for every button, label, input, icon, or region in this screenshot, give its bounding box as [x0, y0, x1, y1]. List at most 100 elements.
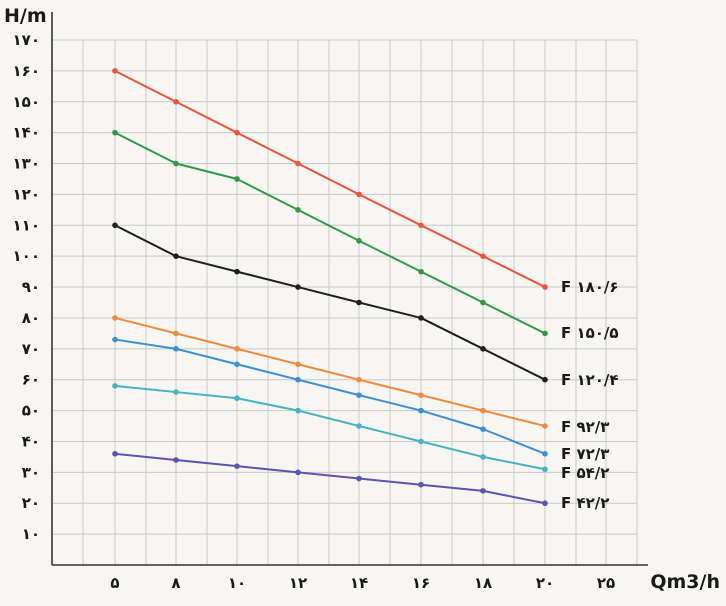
data-point — [295, 284, 301, 290]
data-point — [480, 253, 486, 259]
data-point — [356, 392, 362, 398]
data-point — [356, 299, 362, 306]
data-point — [295, 160, 301, 167]
data-point — [173, 346, 179, 352]
series-line — [114, 384, 546, 471]
data-point — [542, 466, 548, 473]
y-tick-label: ۶۰ — [22, 371, 40, 389]
series-line — [114, 131, 546, 335]
y-tick-label: ۵۰ — [22, 402, 40, 420]
series-line — [114, 316, 546, 427]
y-tick-label: ۴۰ — [22, 432, 40, 450]
data-point — [480, 488, 486, 494]
series-line — [114, 224, 546, 381]
x-tick-label: ۱۶ — [412, 574, 430, 592]
y-tick-label: ۱۵۰ — [13, 93, 40, 111]
data-point — [295, 207, 301, 213]
data-point — [173, 389, 179, 395]
data-point — [234, 361, 240, 368]
data-point — [234, 463, 240, 469]
data-point — [173, 98, 179, 105]
y-tick-label: ۱۳۰ — [13, 155, 40, 173]
series-line — [114, 452, 546, 505]
data-point — [418, 392, 424, 398]
y-tick-label: ۱۶۰ — [13, 62, 40, 80]
data-point — [356, 475, 362, 482]
data-point — [480, 407, 486, 414]
y-tick-label: ۸۰ — [22, 309, 40, 327]
data-point — [542, 500, 548, 507]
y-tick-label: ۱۴۰ — [13, 124, 40, 142]
x-tick-label: ۸ — [171, 574, 180, 592]
data-point — [356, 191, 362, 198]
data-point — [542, 423, 548, 429]
x-tick-label: ۱۴ — [350, 574, 368, 592]
data-point — [234, 268, 240, 275]
grid-lines — [51, 39, 638, 566]
data-point — [112, 383, 118, 389]
series-label: F ۴۲/۲ — [561, 494, 609, 512]
series-line — [114, 338, 546, 455]
data-point — [173, 253, 179, 259]
data-point — [480, 426, 486, 432]
data-point — [112, 129, 118, 136]
x-tick-label: ۵ — [110, 574, 119, 592]
data-point — [480, 299, 486, 306]
data-point — [295, 469, 301, 476]
series-label: F ۵۴/۲ — [561, 464, 609, 482]
y-tick-label: ۱۷۰ — [13, 31, 40, 49]
data-point — [112, 68, 118, 74]
series-label: F ۱۵۰/۵ — [561, 324, 619, 342]
data-point — [295, 361, 301, 368]
data-point — [418, 481, 424, 488]
data-point — [173, 160, 179, 167]
data-point — [480, 346, 486, 352]
data-point — [295, 376, 301, 383]
series-label: F ۹۲/۳ — [561, 418, 609, 436]
data-point — [234, 346, 240, 352]
y-tick-label: ۱۰۰ — [13, 247, 40, 265]
x-tick-label: ۱۲ — [289, 574, 307, 592]
series-labels: F ۱۸۰/۶ F ۱۵۰/۵ F ۱۲۰/۴ F ۹۲/۳ F ۷۲/۳F ۵۴/۲ F… — [561, 278, 619, 512]
y-tick-label: ۹۰ — [22, 278, 40, 296]
data-point — [356, 376, 362, 383]
data-point — [356, 423, 362, 429]
data-point — [234, 395, 240, 402]
x-tick-label: ۱۸ — [474, 574, 492, 592]
axes — [51, 12, 648, 566]
data-point — [295, 407, 301, 414]
data-point — [542, 330, 548, 337]
data-point — [542, 284, 548, 290]
series-label: F ۱۸۰/۶ — [561, 278, 619, 296]
data-point — [418, 222, 424, 229]
x-tick-label: ۲۰ — [536, 574, 554, 592]
tick-labels: ۱۰ ۲۰ ۳۰ ۴۰ ۵۰ ۶۰ ۷۰ ۸۰ ۹۰ ۱۰۰ ۱۱۰ ۱۲۰ ۱۳۰ ۱۴۰ ۱۵۰ ۱۶۰ ۱… — [13, 31, 616, 592]
x-tick-label: ۲۵ — [597, 574, 615, 592]
data-point — [418, 407, 424, 414]
data-point — [112, 451, 118, 457]
y-tick-label: ۱۰ — [22, 525, 40, 543]
data-point — [418, 268, 424, 275]
data-point — [418, 438, 424, 445]
series-label: F ۱۲۰/۴ — [561, 371, 619, 389]
y-tick-label: ۷۰ — [22, 340, 40, 358]
series-line — [114, 69, 546, 288]
data-point — [112, 336, 118, 343]
data-point — [480, 454, 486, 460]
y-tick-label: ۲۰ — [22, 494, 40, 512]
data-point — [234, 129, 240, 136]
data-point — [356, 237, 362, 244]
series-lines — [112, 68, 548, 507]
data-point — [542, 451, 548, 457]
y-tick-label: ۱۲۰ — [13, 185, 40, 203]
data-point — [112, 315, 118, 321]
data-point — [173, 457, 179, 463]
data-point — [418, 315, 424, 321]
x-tick-label: ۱۰ — [228, 574, 246, 592]
y-axis-title: H/m — [4, 5, 47, 27]
data-point — [542, 376, 548, 383]
data-point — [112, 222, 118, 229]
x-axis-title: Qm3/h — [650, 571, 720, 593]
